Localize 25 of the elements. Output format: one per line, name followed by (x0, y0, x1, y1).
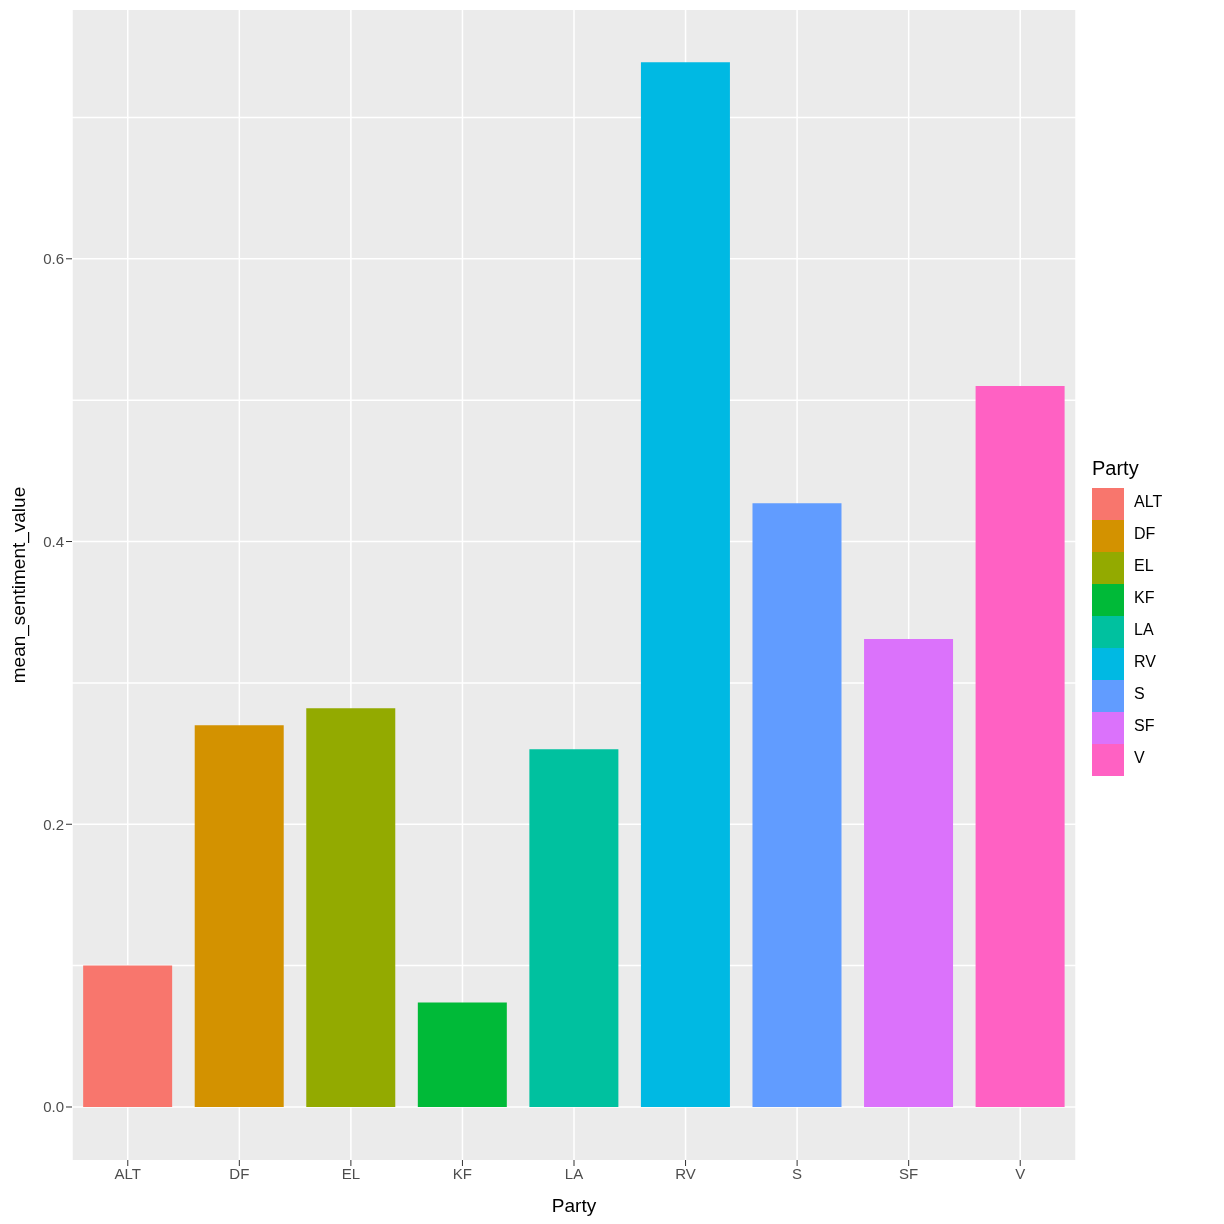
legend-label: S (1134, 685, 1145, 703)
legend-label: EL (1134, 557, 1154, 575)
x-tick-label: S (792, 1164, 803, 1182)
x-tick-label: EL (341, 1164, 361, 1182)
x-tick-label: DF (229, 1164, 250, 1182)
x-tick-label: RV (675, 1164, 696, 1182)
x-tick-label: ALT (114, 1164, 141, 1182)
legend-label: SF (1134, 717, 1155, 735)
x-tick-label: LA (564, 1164, 584, 1182)
y-tick-label: 0.6 (43, 250, 64, 268)
y-tick-label: 0.2 (43, 815, 64, 833)
x-axis-title: Party (1092, 456, 1140, 480)
x-tick-label: V (1015, 1164, 1026, 1182)
legend-title: Party (551, 1195, 597, 1216)
legend-label: ALT (1134, 493, 1163, 511)
y-axis-title: mean_sentiment_value (7, 486, 30, 684)
legend-label: V (1134, 749, 1145, 767)
x-tick-label: KF (452, 1164, 473, 1182)
legend-label: RV (1134, 653, 1156, 671)
y-tick-label: 0.4 (43, 532, 64, 550)
x-tick-label: SF (899, 1164, 919, 1182)
legend-label: DF (1134, 525, 1156, 543)
legend-label: KF (1134, 589, 1155, 607)
y-tick-label: 0.0 (43, 1098, 64, 1116)
legend-label: LA (1134, 621, 1154, 639)
